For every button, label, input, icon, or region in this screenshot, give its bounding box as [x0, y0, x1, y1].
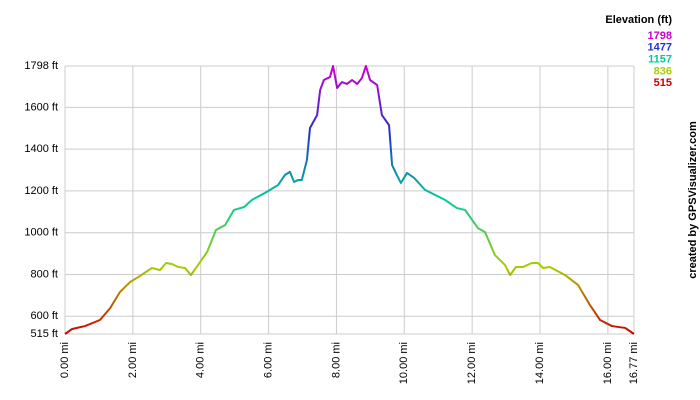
legend-value: 1157 — [648, 54, 672, 66]
x-tick-label: 0.00 mi — [59, 342, 71, 378]
x-tick-label: 10.00 mi — [398, 342, 410, 384]
legend-value: 1477 — [648, 42, 672, 54]
x-tick-label: 2.00 mi — [127, 342, 139, 378]
legend-title: Elevation (ft) — [605, 14, 672, 26]
y-tick-label: 515 ft — [30, 328, 58, 340]
x-tick-label: 16.77 mi — [628, 342, 640, 384]
elevation-line — [64, 65, 635, 335]
legend-value: 1798 — [648, 30, 672, 42]
credit: created by GPSVisualizer.com — [687, 121, 699, 279]
y-tick-label: 1600 ft — [24, 101, 58, 113]
x-tick-label: 6.00 mi — [262, 342, 274, 378]
legend-value: 515 — [654, 77, 672, 89]
y-tick-label: 1000 ft — [24, 227, 58, 239]
x-tick-label: 4.00 mi — [195, 342, 207, 378]
y-tick-label: 1200 ft — [24, 185, 58, 197]
y-tick-label: 1798 ft — [24, 60, 58, 72]
y-tick-label: 600 ft — [30, 310, 58, 322]
x-tick-label: 8.00 mi — [330, 342, 342, 378]
x-tick-label: 14.00 mi — [534, 342, 546, 384]
y-tick-label: 1400 ft — [24, 143, 58, 155]
y-tick-label: 800 ft — [30, 268, 58, 280]
legend-value: 836 — [654, 65, 672, 77]
x-tick-label: 16.00 mi — [602, 342, 614, 384]
x-tick-label: 12.00 mi — [466, 342, 478, 384]
